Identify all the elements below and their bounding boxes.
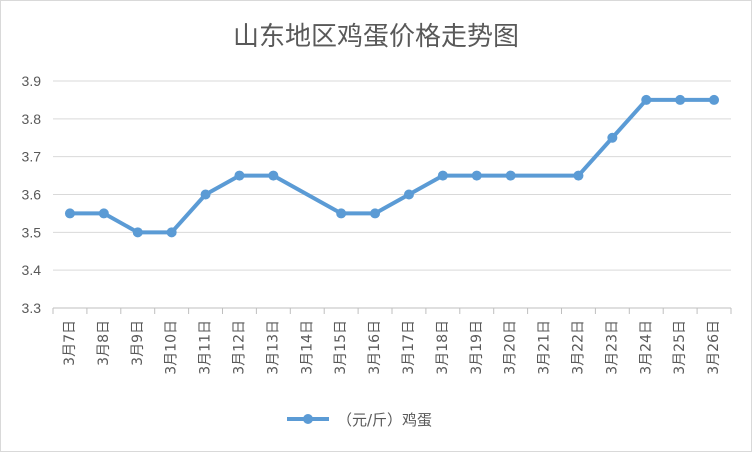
data-point bbox=[234, 170, 245, 181]
data-point bbox=[200, 189, 211, 200]
data-point bbox=[437, 170, 448, 181]
data-point bbox=[675, 94, 686, 105]
x-tick-label: 3月26日 bbox=[706, 320, 722, 375]
y-tick-label: 3.4 bbox=[22, 262, 42, 278]
chart-title: 山东地区鸡蛋价格走势图 bbox=[233, 22, 519, 52]
data-point bbox=[505, 170, 516, 181]
data-point bbox=[607, 132, 618, 143]
data-point bbox=[403, 189, 414, 200]
x-tick-label: 3月19日 bbox=[469, 320, 485, 375]
x-tick-label: 3月10日 bbox=[164, 320, 180, 375]
legend-label: （元/斤）鸡蛋 bbox=[337, 411, 432, 429]
x-tick-label: 3月9日 bbox=[130, 320, 146, 366]
x-tick-label: 3月17日 bbox=[401, 320, 417, 375]
x-tick-label: 3月12日 bbox=[231, 320, 247, 375]
x-tick-label: 3月15日 bbox=[333, 320, 349, 375]
data-point bbox=[641, 94, 652, 105]
x-tick-label: 3月13日 bbox=[265, 320, 281, 375]
x-tick-label: 3月23日 bbox=[604, 320, 620, 375]
x-tick-label: 3月14日 bbox=[299, 320, 315, 375]
data-point bbox=[98, 208, 109, 219]
y-tick-label: 3.3 bbox=[22, 300, 42, 316]
x-tick-label: 3月22日 bbox=[570, 320, 586, 375]
legend-marker-swatch bbox=[303, 414, 313, 424]
x-tick-label: 3月8日 bbox=[96, 320, 112, 366]
data-point bbox=[336, 208, 347, 219]
x-tick-label: 3月18日 bbox=[435, 320, 451, 375]
x-tick-label: 3月7日 bbox=[62, 320, 78, 366]
data-point bbox=[471, 170, 482, 181]
data-point bbox=[268, 170, 279, 181]
data-point bbox=[132, 227, 143, 238]
x-tick-label: 3月20日 bbox=[503, 320, 519, 375]
x-axis-ticks: 3月7日 3月8日 3月9日 3月10日 3月11日 3月12日 3月13日 3月14日 3月1… bbox=[52, 308, 732, 375]
y-tick-label: 3.6 bbox=[22, 187, 42, 203]
data-point bbox=[573, 170, 584, 181]
series-line bbox=[67, 97, 717, 235]
series-layer bbox=[64, 94, 720, 238]
x-tick-label: 3月25日 bbox=[672, 320, 688, 375]
gridlines bbox=[53, 80, 731, 309]
x-tick-label: 3月24日 bbox=[638, 320, 654, 375]
legend: （元/斤）鸡蛋 bbox=[287, 411, 432, 429]
data-point bbox=[709, 94, 720, 105]
x-tick-label: 3月11日 bbox=[198, 320, 214, 375]
x-tick-label: 3月16日 bbox=[367, 320, 383, 375]
x-tick-label: 3月21日 bbox=[537, 320, 553, 375]
y-axis-ticks: 3.3 3.4 3.5 3.6 3.7 3.8 3.9 bbox=[22, 73, 42, 316]
y-tick-label: 3.8 bbox=[22, 111, 42, 127]
y-tick-label: 3.7 bbox=[22, 149, 42, 165]
data-point bbox=[166, 227, 177, 238]
data-point bbox=[370, 208, 381, 219]
y-tick-label: 3.9 bbox=[22, 73, 42, 89]
y-tick-label: 3.5 bbox=[22, 224, 42, 240]
data-point bbox=[64, 208, 75, 219]
